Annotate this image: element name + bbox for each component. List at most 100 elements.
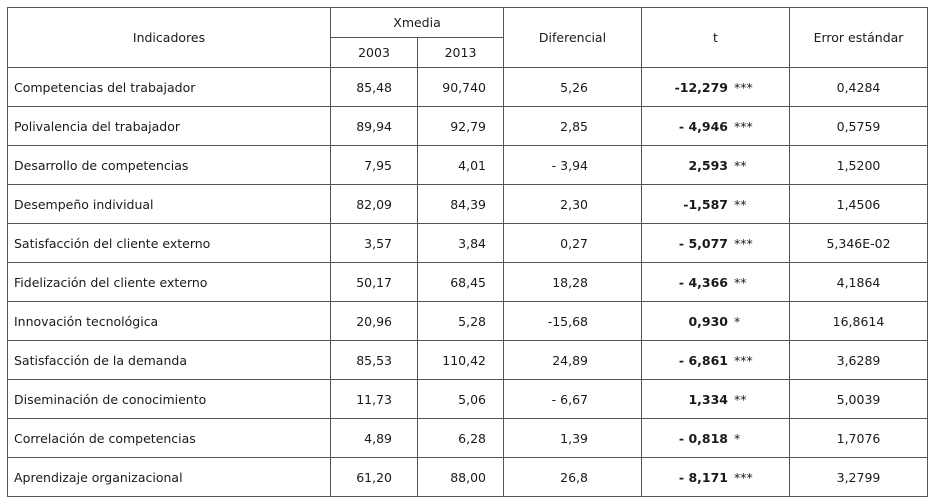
cell: Polivalencia del trabajador — [7, 106, 331, 146]
cell: Desempeño individual — [7, 184, 331, 224]
cell: 2,85 — [503, 106, 642, 146]
cell: 88,00 — [417, 457, 504, 497]
cell: - 0,818 * — [641, 418, 790, 458]
t-value: 2,593 — [688, 157, 728, 173]
cell: 61,20 — [330, 457, 418, 497]
cell: 50,17 — [330, 262, 418, 302]
header-cell: Diferencial — [503, 7, 642, 68]
cell: 3,57 — [330, 223, 418, 263]
header-cell: 2003 — [330, 37, 418, 68]
cell: 82,09 — [330, 184, 418, 224]
table-row: Innovación tecnológica 20,96 5,28 -15,68 0,9… — [7, 301, 928, 341]
cell: 0,27 — [503, 223, 642, 263]
table-body: Competencias del trabajador 85,48 90,740 5,… — [7, 67, 928, 497]
cell: 90,740 — [417, 67, 504, 107]
table-row: Satisfacción de la demanda 85,53 110,42 24,… — [7, 340, 928, 380]
cell: 6,28 — [417, 418, 504, 458]
cell: 1,39 — [503, 418, 642, 458]
cell: 0,4284 — [789, 67, 928, 107]
header-cell: t — [641, 7, 790, 68]
significance: * — [734, 313, 741, 329]
significance: *** — [734, 118, 753, 134]
cell: 89,94 — [330, 106, 418, 146]
significance: *** — [734, 469, 753, 485]
cell: Innovación tecnológica — [7, 301, 331, 341]
cell: 1,7076 — [789, 418, 928, 458]
header-cell: Xmedia — [330, 7, 504, 38]
cell: -12,279 *** — [641, 67, 790, 107]
cell: 7,95 — [330, 145, 418, 185]
cell: 3,6289 — [789, 340, 928, 380]
t-value: 0,930 — [688, 313, 728, 329]
t-value: - 6,861 — [678, 352, 728, 368]
t-value: - 4,946 — [678, 118, 728, 134]
table-row: Correlación de competencias 4,89 6,28 1,39-… — [7, 418, 928, 458]
cell: -15,68 — [503, 301, 642, 341]
t-value: -1,587 — [683, 196, 728, 212]
cell: - 4,366 ** — [641, 262, 790, 302]
cell: Competencias del trabajador — [7, 67, 331, 107]
cell: 85,53 — [330, 340, 418, 380]
cell: - 6,67 — [503, 379, 642, 419]
cell: Correlación de competencias — [7, 418, 331, 458]
cell: 5,28 — [417, 301, 504, 341]
cell: 1,334 ** — [641, 379, 790, 419]
significance: ** — [734, 391, 747, 407]
t-value: 1,334 — [688, 391, 728, 407]
cell: -1,587 ** — [641, 184, 790, 224]
cell: 0,5759 — [789, 106, 928, 146]
cell: 26,8 — [503, 457, 642, 497]
cell: 24,89 — [503, 340, 642, 380]
cell: 11,73 — [330, 379, 418, 419]
cell: 85,48 — [330, 67, 418, 107]
cell: - 4,946 *** — [641, 106, 790, 146]
cell: Satisfacción del cliente externo — [7, 223, 331, 263]
significance: ** — [734, 274, 747, 290]
cell: 92,79 — [417, 106, 504, 146]
cell: 2,30 — [503, 184, 642, 224]
significance: *** — [734, 352, 753, 368]
cell: Fidelización del cliente externo — [7, 262, 331, 302]
results-table: Indicadores Xmedia Diferencial t Error e… — [7, 7, 928, 497]
header-cell: Indicadores — [7, 7, 331, 68]
cell: 2,593 ** — [641, 145, 790, 185]
cell: 4,01 — [417, 145, 504, 185]
cell: 4,89 — [330, 418, 418, 458]
table-row: Diseminación de conocimiento 11,73 5,06- 6… — [7, 379, 928, 419]
cell: 1,5200 — [789, 145, 928, 185]
header-cell: 2013 — [417, 37, 504, 68]
table-row: Polivalencia del trabajador 89,94 92,79 2,8… — [7, 106, 928, 146]
cell: - 3,94 — [503, 145, 642, 185]
cell: Desarrollo de competencias — [7, 145, 331, 185]
cell: 3,84 — [417, 223, 504, 263]
table-row: Desempeño individual 82,09 84,39 2,30 -1,587… — [7, 184, 928, 224]
table-row: Desarrollo de competencias 7,95 4,01- 3,94… — [7, 145, 928, 185]
t-value: -12,279 — [674, 79, 728, 95]
cell: Diseminación de conocimiento — [7, 379, 331, 419]
significance: ** — [734, 196, 747, 212]
t-value: - 0,818 — [678, 430, 728, 446]
significance: *** — [734, 235, 753, 251]
cell: - 5,077 *** — [641, 223, 790, 263]
cell: Satisfacción de la demanda — [7, 340, 331, 380]
cell: - 8,171 *** — [641, 457, 790, 497]
cell: 5,06 — [417, 379, 504, 419]
table-row: Satisfacción del cliente externo 3,57 3,84… — [7, 223, 928, 263]
cell: 5,346E-02 — [789, 223, 928, 263]
cell: 5,26 — [503, 67, 642, 107]
cell: 5,0039 — [789, 379, 928, 419]
cell: 16,8614 — [789, 301, 928, 341]
cell: Aprendizaje organizacional — [7, 457, 331, 497]
cell: 0,930 * — [641, 301, 790, 341]
cell: 18,28 — [503, 262, 642, 302]
cell: 1,4506 — [789, 184, 928, 224]
cell: 4,1864 — [789, 262, 928, 302]
cell: 20,96 — [330, 301, 418, 341]
significance: ** — [734, 157, 747, 173]
cell: 84,39 — [417, 184, 504, 224]
header-cell: Error estándar — [789, 7, 928, 68]
significance: * — [734, 430, 741, 446]
t-value: - 4,366 — [678, 274, 728, 290]
cell: 110,42 — [417, 340, 504, 380]
